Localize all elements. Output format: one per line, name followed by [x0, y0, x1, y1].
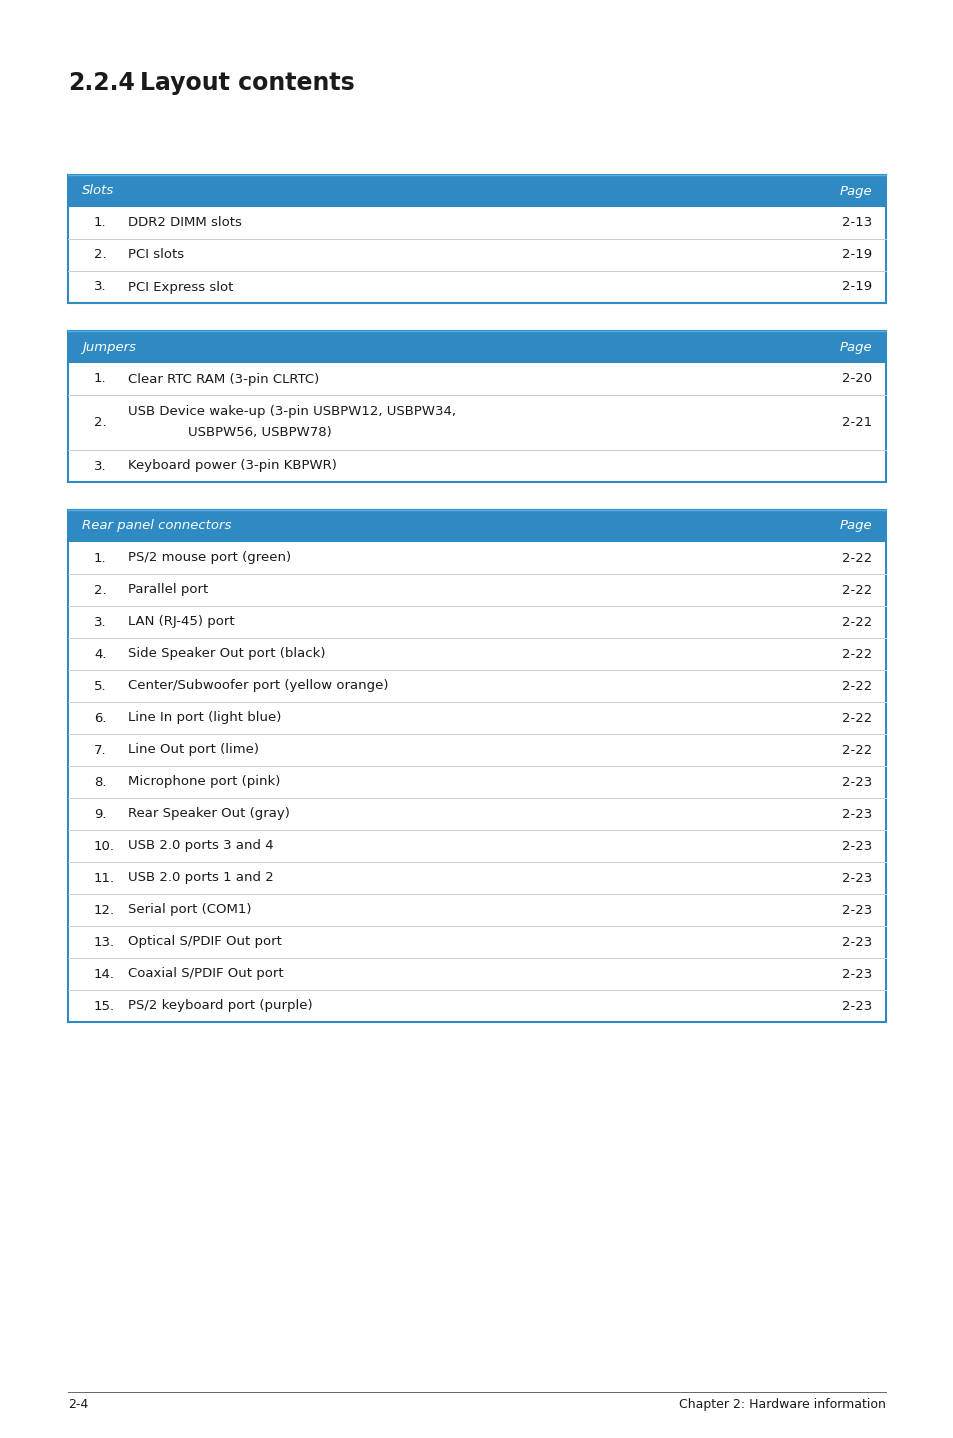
Text: 2-22: 2-22 [841, 712, 871, 725]
Text: Slots: Slots [82, 184, 114, 197]
Text: 2-22: 2-22 [841, 615, 871, 628]
Text: 8.: 8. [94, 775, 107, 788]
Text: Keyboard power (3-pin KBPWR): Keyboard power (3-pin KBPWR) [128, 460, 336, 473]
Text: PCI slots: PCI slots [128, 249, 184, 262]
Text: 12.: 12. [94, 903, 115, 916]
Text: 2-13: 2-13 [841, 217, 871, 230]
Text: 6.: 6. [94, 712, 107, 725]
Text: USB Device wake-up (3-pin USBPW12, USBPW34,: USB Device wake-up (3-pin USBPW12, USBPW… [128, 406, 456, 418]
Text: Side Speaker Out port (black): Side Speaker Out port (black) [128, 647, 325, 660]
Text: 2.: 2. [94, 584, 107, 597]
Text: PS/2 keyboard port (purple): PS/2 keyboard port (purple) [128, 999, 313, 1012]
Text: 2-23: 2-23 [841, 999, 871, 1012]
Text: 2-22: 2-22 [841, 680, 871, 693]
Text: 1.: 1. [94, 372, 107, 385]
Text: Line Out port (lime): Line Out port (lime) [128, 743, 258, 756]
Text: Center/Subwoofer port (yellow orange): Center/Subwoofer port (yellow orange) [128, 680, 388, 693]
Text: 1.: 1. [94, 552, 107, 565]
Text: Page: Page [839, 519, 871, 532]
Text: Clear RTC RAM (3-pin CLRTC): Clear RTC RAM (3-pin CLRTC) [128, 372, 319, 385]
Text: 3.: 3. [94, 460, 107, 473]
Text: PS/2 mouse port (green): PS/2 mouse port (green) [128, 552, 291, 565]
Text: 2-23: 2-23 [841, 903, 871, 916]
Text: 9.: 9. [94, 808, 107, 821]
Text: 2-23: 2-23 [841, 871, 871, 884]
Text: 2-19: 2-19 [841, 249, 871, 262]
Text: 2-4: 2-4 [68, 1398, 89, 1411]
Text: LAN (RJ-45) port: LAN (RJ-45) port [128, 615, 234, 628]
Bar [68, 175, 885, 303]
Text: 13.: 13. [94, 936, 115, 949]
Bar [68, 175, 885, 207]
Bar [68, 331, 885, 482]
Text: USB 2.0 ports 3 and 4: USB 2.0 ports 3 and 4 [128, 840, 274, 853]
Text: 11.: 11. [94, 871, 115, 884]
Text: Layout contents: Layout contents [140, 70, 355, 95]
Text: 2.2.4: 2.2.4 [68, 70, 134, 95]
Text: 3.: 3. [94, 615, 107, 628]
Text: 1.: 1. [94, 217, 107, 230]
Text: 7.: 7. [94, 743, 107, 756]
Text: Jumpers: Jumpers [82, 341, 136, 354]
Text: Line In port (light blue): Line In port (light blue) [128, 712, 281, 725]
Text: 2-23: 2-23 [841, 840, 871, 853]
Text: 2-22: 2-22 [841, 743, 871, 756]
Text: USBPW56, USBPW78): USBPW56, USBPW78) [188, 426, 332, 439]
Text: 2-21: 2-21 [841, 416, 871, 429]
Bar [68, 331, 885, 362]
Text: 5.: 5. [94, 680, 107, 693]
Text: 2-23: 2-23 [841, 968, 871, 981]
Text: 2-20: 2-20 [841, 372, 871, 385]
Text: Serial port (COM1): Serial port (COM1) [128, 903, 252, 916]
Text: 2-22: 2-22 [841, 647, 871, 660]
Text: Parallel port: Parallel port [128, 584, 208, 597]
Text: 2.: 2. [94, 416, 107, 429]
Text: PCI Express slot: PCI Express slot [128, 280, 233, 293]
Text: 2-22: 2-22 [841, 552, 871, 565]
Text: Coaxial S/PDIF Out port: Coaxial S/PDIF Out port [128, 968, 283, 981]
Text: 2-23: 2-23 [841, 936, 871, 949]
Bar [68, 510, 885, 1022]
Text: Optical S/PDIF Out port: Optical S/PDIF Out port [128, 936, 281, 949]
Text: 4.: 4. [94, 647, 107, 660]
Text: 10.: 10. [94, 840, 115, 853]
Text: Chapter 2: Hardware information: Chapter 2: Hardware information [679, 1398, 885, 1411]
Text: 2-22: 2-22 [841, 584, 871, 597]
Text: 14.: 14. [94, 968, 115, 981]
Text: 3.: 3. [94, 280, 107, 293]
Text: USB 2.0 ports 1 and 2: USB 2.0 ports 1 and 2 [128, 871, 274, 884]
Text: Rear panel connectors: Rear panel connectors [82, 519, 232, 532]
Text: 2-19: 2-19 [841, 280, 871, 293]
Text: Rear Speaker Out (gray): Rear Speaker Out (gray) [128, 808, 290, 821]
Text: 2-23: 2-23 [841, 775, 871, 788]
Text: Microphone port (pink): Microphone port (pink) [128, 775, 280, 788]
Bar [68, 510, 885, 542]
Text: Page: Page [839, 184, 871, 197]
Text: 2.: 2. [94, 249, 107, 262]
Text: DDR2 DIMM slots: DDR2 DIMM slots [128, 217, 242, 230]
Text: 2-23: 2-23 [841, 808, 871, 821]
Text: Page: Page [839, 341, 871, 354]
Text: 15.: 15. [94, 999, 115, 1012]
